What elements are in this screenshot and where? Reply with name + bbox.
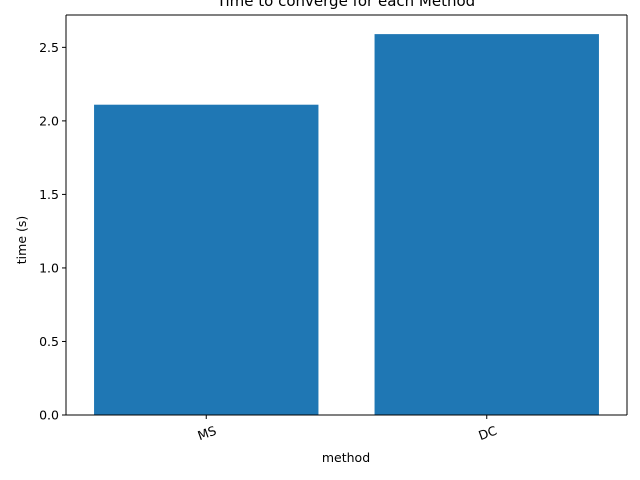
- y-axis-label: time (s): [14, 216, 29, 264]
- x-ticks-group: MS DC: [196, 415, 499, 443]
- y-tick-label: 2.0: [39, 113, 59, 128]
- y-tick-label: 0.5: [39, 334, 59, 349]
- chart-title: Time to converge for each Method: [216, 0, 475, 10]
- axes-frame: [65, 14, 628, 416]
- y-tick-label: 2.5: [39, 40, 59, 55]
- y-ticks-group: 0.0 0.5 1.0 1.5 2.0 2.5: [39, 40, 66, 423]
- x-tick-label: DC: [476, 423, 499, 443]
- x-axis-label: method: [322, 450, 370, 465]
- y-tick-label: 0.0: [39, 408, 59, 423]
- x-tick-label: MS: [196, 423, 219, 444]
- y-tick-label: 1.0: [39, 260, 59, 275]
- bars-group: [94, 34, 599, 416]
- bar-dc: [374, 34, 599, 415]
- bar-ms: [94, 104, 319, 416]
- y-tick-label: 1.5: [39, 187, 59, 202]
